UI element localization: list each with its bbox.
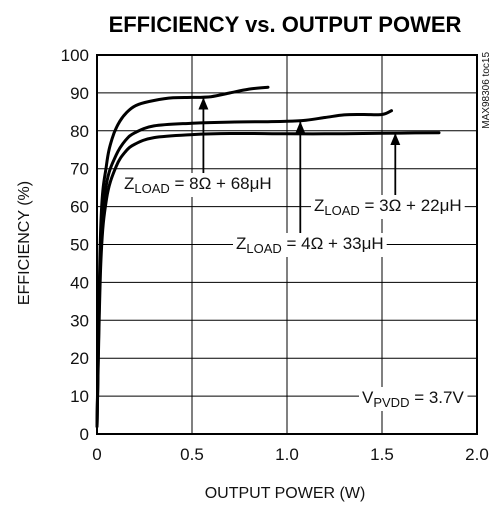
x-tick-label: 0 bbox=[92, 445, 101, 464]
x-tick-label: 1.5 bbox=[370, 445, 394, 464]
condition-label: VPVDD = 3.7V bbox=[362, 388, 464, 410]
series-lines bbox=[95, 85, 441, 428]
y-tick-label: 40 bbox=[70, 273, 89, 292]
y-tick-label: 100 bbox=[61, 46, 89, 65]
y-tick-label: 50 bbox=[70, 236, 89, 255]
y-tick-label: 70 bbox=[70, 160, 89, 179]
y-tick-label: 30 bbox=[70, 311, 89, 330]
series-label-3: ZLOAD = 3Ω + 22μH bbox=[314, 196, 462, 218]
y-tick-label: 10 bbox=[70, 387, 89, 406]
series-label-3-bg bbox=[311, 195, 465, 219]
series-label-1-bg bbox=[121, 173, 275, 197]
side-label: MAX98306 toc15 bbox=[481, 52, 492, 129]
x-tick-label: 0.5 bbox=[180, 445, 204, 464]
plot-frame bbox=[96, 54, 478, 435]
y-tick-label: 20 bbox=[70, 349, 89, 368]
y-tick-label: 60 bbox=[70, 198, 89, 217]
series-line-2 bbox=[95, 109, 393, 428]
series-label-2: ZLOAD = 4Ω + 33μH bbox=[236, 234, 384, 256]
x-axis-label: OUTPUT POWER (W) bbox=[205, 485, 366, 502]
x-tick-label: 1.0 bbox=[275, 445, 299, 464]
chart-title: EFFICIENCY vs. OUTPUT POWER bbox=[109, 12, 462, 37]
y-axis-label: EFFICIENCY (%) bbox=[16, 181, 33, 305]
y-tick-label: 80 bbox=[70, 122, 89, 141]
series-label-1: ZLOAD = 8Ω + 68μH bbox=[124, 174, 272, 196]
series-label-2-bg bbox=[233, 233, 387, 257]
series-line-3 bbox=[95, 131, 441, 428]
series-line-1 bbox=[95, 85, 270, 428]
x-tick-label: 2.0 bbox=[465, 445, 489, 464]
y-tick-label: 90 bbox=[70, 84, 89, 103]
y-tick-labels: 0 10 20 30 40 50 60 70 80 90 100 bbox=[61, 46, 89, 444]
annotations: ZLOAD = 8Ω + 68μH ZLOAD = 4Ω + 33μH ZLOAD … bbox=[121, 97, 468, 411]
condition-label-bg bbox=[359, 387, 468, 411]
x-tick-labels: 0 0.5 1.0 1.5 2.0 bbox=[92, 445, 489, 464]
y-tick-label: 0 bbox=[80, 425, 89, 444]
